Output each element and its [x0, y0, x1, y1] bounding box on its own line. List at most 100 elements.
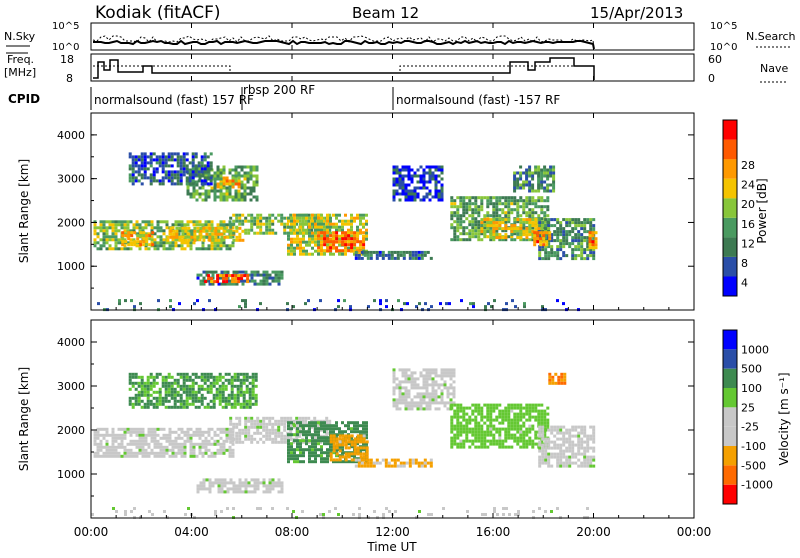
heatmap-cell: [429, 377, 432, 380]
heatmap-cell: [106, 226, 109, 229]
heatmap-cell: [217, 428, 220, 431]
heatmap-cell: [547, 447, 550, 450]
heatmap-cell: [345, 440, 348, 443]
heatmap-cell: [423, 196, 426, 199]
heatmap-cell: [296, 454, 299, 457]
heatmap-cell: [580, 257, 583, 260]
heatmap-cell: [142, 237, 145, 240]
heatmap-cell: [560, 379, 563, 382]
heatmap-cell: [204, 406, 207, 409]
heatmap-cell: [226, 428, 229, 431]
heatmap-cell: [350, 246, 353, 249]
heatmap-cell: [177, 173, 180, 176]
heatmap-cell: [214, 199, 217, 202]
heatmap-cell: [411, 190, 414, 193]
heatmap-cell: [192, 161, 195, 164]
heatmap-cell: [415, 257, 418, 260]
heatmap-cell: [202, 193, 205, 196]
heatmap-cell: [486, 413, 489, 416]
heatmap-cell: [172, 241, 175, 244]
heatmap-cell: [118, 302, 121, 305]
heatmap-cell: [307, 220, 310, 223]
heatmap-cell: [414, 193, 417, 196]
heatmap-cell: [441, 368, 444, 371]
heatmap-cell: [94, 443, 97, 446]
heatmap-cell: [229, 217, 232, 220]
heatmap-cell: [357, 449, 360, 452]
heatmap-cell: [124, 449, 127, 452]
heatmap-cell: [477, 434, 480, 437]
heatmap-cell: [350, 237, 353, 240]
heatmap-cell: [207, 155, 210, 158]
heatmap-cell: [323, 430, 326, 433]
heatmap-cell: [453, 395, 456, 398]
heatmap-cell: [200, 487, 203, 490]
heatmap-cell: [353, 424, 356, 427]
heatmap-cell: [220, 247, 223, 250]
heatmap-cell: [511, 299, 514, 302]
heatmap-cell: [281, 481, 284, 484]
heatmap-cell: [217, 244, 220, 247]
heatmap-cell: [471, 223, 474, 226]
heatmap-cell: [135, 388, 138, 391]
heatmap-cell: [293, 451, 296, 454]
heatmap-cell: [198, 400, 201, 403]
heatmap-cell: [207, 385, 210, 388]
heatmap-cell: [195, 173, 198, 176]
heatmap-cell: [538, 432, 541, 435]
heatmap-cell: [462, 220, 465, 223]
heatmap-cell: [450, 431, 453, 434]
heatmap-cell: [184, 230, 187, 233]
heatmap-cell: [216, 280, 219, 283]
heatmap-cell: [450, 437, 453, 440]
heatmap-cell: [522, 407, 525, 410]
heatmap-cell: [121, 434, 124, 437]
heatmap-cell: [133, 226, 136, 229]
heatmap-cell: [226, 196, 229, 199]
heatmap-cell: [221, 487, 224, 490]
heatmap-cell: [537, 419, 540, 422]
heatmap-cell: [358, 507, 361, 510]
heatmap-cell: [129, 173, 132, 176]
heatmap-cell: [208, 193, 211, 196]
heatmap-cell: [290, 241, 293, 244]
heatmap-cell: [112, 449, 115, 452]
heatmap-cell: [403, 251, 406, 254]
heatmap-cell: [109, 223, 112, 226]
heatmap-cell: [438, 374, 441, 377]
heatmap-cell: [450, 416, 453, 419]
heatmap-cell: [388, 510, 391, 513]
heatmap-cell: [317, 427, 320, 430]
heatmap-cell: [112, 455, 115, 458]
heatmap-cell: [450, 368, 453, 371]
heatmap-cell: [338, 235, 341, 238]
heatmap-cell: [172, 236, 175, 239]
heatmap-cell: [406, 462, 409, 465]
heatmap-cell: [528, 184, 531, 187]
heatmap-cell: [197, 277, 200, 280]
heatmap-cell: [484, 305, 487, 308]
heatmap-cell: [562, 233, 565, 236]
heatmap-cell: [589, 426, 592, 429]
heatmap-cell: [400, 254, 403, 257]
heatmap-cell: [504, 431, 507, 434]
heatmap-cell: [559, 426, 562, 429]
heatmap-cell: [217, 183, 220, 186]
heatmap-cell: [408, 392, 411, 395]
heatmap-cell: [177, 158, 180, 161]
heatmap-cell: [242, 484, 245, 487]
heatmap-cell: [250, 217, 253, 220]
heatmap-cell: [153, 176, 156, 179]
heatmap-cell: [136, 223, 139, 226]
heatmap-cell: [541, 456, 544, 459]
heatmap-cell: [583, 450, 586, 453]
heatmap-cell: [459, 428, 462, 431]
heatmap-cell: [361, 459, 364, 462]
heatmap-cell: [484, 513, 487, 516]
heatmap-cell: [465, 419, 468, 422]
power-panel-frame: [91, 113, 694, 310]
heatmap-cell: [263, 271, 266, 274]
heatmap-cell: [220, 244, 223, 247]
heatmap-cell: [571, 447, 574, 450]
heatmap-cell: [510, 233, 513, 236]
